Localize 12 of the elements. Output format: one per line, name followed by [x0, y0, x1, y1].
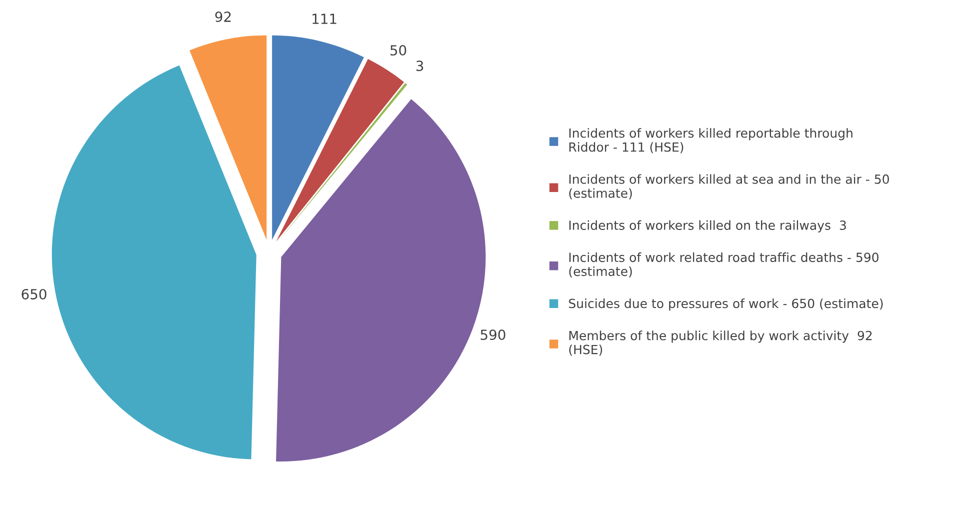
legend-label: Incidents of workers killed at sea and in the air - 50 (estimate) — [569, 174, 889, 200]
legend-label: Incidents of workers killed on the railways 3 — [569, 220, 846, 232]
legend-label: Members of the public killed by work activity 92 (HSE) — [569, 330, 872, 356]
data-label: 50 — [390, 45, 406, 56]
data-label: 3 — [416, 60, 424, 72]
data-label: 590 — [480, 330, 506, 340]
legend-label: Incidents of workers killed reportable through Riddor - 111 (HSE) — [569, 128, 852, 154]
legend-label: Incidents of work related road traffic deaths - 590 (estimate) — [569, 252, 878, 278]
data-label: 92 — [215, 12, 231, 22]
legend-label: Suicides due to pressures of work - 650 (estimate) — [568, 298, 883, 311]
data-label: 111 — [312, 14, 336, 24]
data-label: 650 — [22, 288, 46, 300]
